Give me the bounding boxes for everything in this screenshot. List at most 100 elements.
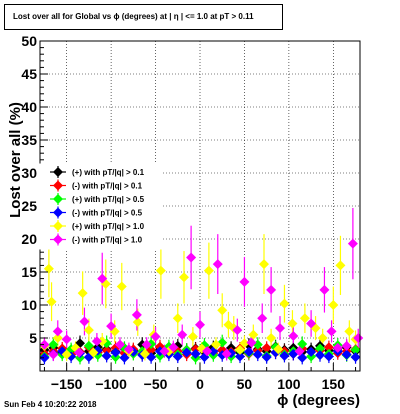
data-point xyxy=(239,338,250,349)
x-axis-title: ϕ (degrees) xyxy=(277,392,360,409)
x-tick-label: 0 xyxy=(196,376,204,392)
legend-marker xyxy=(53,234,63,245)
data-point xyxy=(315,343,325,354)
data-point xyxy=(246,337,257,348)
data-point xyxy=(115,339,125,350)
data-point xyxy=(335,260,346,271)
data-point xyxy=(97,336,108,347)
data-point xyxy=(74,347,85,358)
data-point xyxy=(350,352,361,363)
data-point xyxy=(141,339,152,350)
data-point xyxy=(235,344,245,355)
data-point xyxy=(252,349,263,360)
data-point xyxy=(279,298,290,309)
data-point xyxy=(172,313,183,324)
data-point xyxy=(273,344,284,355)
y-tick-label: 40 xyxy=(21,99,37,115)
data-point xyxy=(177,329,188,340)
data-point xyxy=(275,323,285,334)
legend-entry: (+) with pT/|q| > 0.1 xyxy=(72,168,145,177)
data-point xyxy=(328,300,339,310)
data-point xyxy=(347,238,358,249)
data-point xyxy=(266,333,277,343)
axes: 5 10 15 20 25 30 35 40 45 50 −150 −100 −50 0 50 100 150 xyxy=(21,33,357,392)
data-point xyxy=(79,316,90,327)
data-point xyxy=(202,346,213,357)
y-tick-label: 25 xyxy=(21,198,37,214)
data-point xyxy=(235,351,245,362)
data-point xyxy=(181,347,192,358)
legend-entry: (-) with pT/|q| > 1.0 xyxy=(72,236,143,245)
timestamp: Sun Feb 4 10:20:22 2018 xyxy=(4,400,97,409)
legend-entry: (+) with pT/|q| > 0.5 xyxy=(72,195,145,204)
data-point xyxy=(52,326,63,337)
y-tick-label: 15 xyxy=(21,264,37,280)
data-point xyxy=(319,284,330,295)
data-point xyxy=(341,340,352,351)
data-point xyxy=(221,348,232,359)
x-tick-label: −100 xyxy=(95,376,127,392)
data-point xyxy=(326,326,337,337)
y-axis-title: Lost over all (%) xyxy=(7,102,24,218)
data-point xyxy=(332,342,343,353)
data-point xyxy=(61,349,72,360)
data-point xyxy=(317,333,328,343)
data-point xyxy=(179,272,189,283)
data-markers xyxy=(39,238,364,363)
data-point xyxy=(353,333,364,343)
data-point xyxy=(88,347,99,358)
x-tick-label: 100 xyxy=(277,376,301,392)
x-tick-label: 50 xyxy=(237,376,253,392)
legend-entry: (-) with pT/|q| > 0.1 xyxy=(72,182,143,191)
data-point xyxy=(232,325,243,336)
data-point xyxy=(48,349,59,360)
data-point xyxy=(287,318,298,329)
data-point xyxy=(155,265,166,276)
y-tick-label: 45 xyxy=(21,66,37,82)
data-point xyxy=(323,342,334,353)
data-point xyxy=(259,259,269,270)
data-point xyxy=(77,288,88,299)
data-point xyxy=(123,344,134,355)
data-point xyxy=(159,346,170,357)
data-point xyxy=(110,347,121,358)
data-point xyxy=(97,273,108,284)
data-point xyxy=(48,339,59,350)
y-tick-label: 10 xyxy=(21,297,37,313)
legend-box xyxy=(39,163,163,250)
chart-title: Lost over all for Global vs ϕ (degrees) … xyxy=(4,4,283,30)
data-point xyxy=(106,321,117,332)
data-point xyxy=(172,351,183,362)
data-point xyxy=(323,351,334,362)
data-point xyxy=(350,344,361,355)
data-point xyxy=(217,305,228,316)
data-point xyxy=(315,350,325,361)
data-point xyxy=(39,352,50,363)
data-point xyxy=(212,259,223,270)
legend-marker xyxy=(53,167,63,177)
data-point xyxy=(83,325,94,336)
data-point xyxy=(116,281,127,292)
legend-marker xyxy=(53,194,63,204)
data-point xyxy=(306,318,317,329)
data-point xyxy=(306,346,317,357)
data-point xyxy=(43,263,54,274)
x-tick-label: −150 xyxy=(51,376,83,392)
y-tick-label: 5 xyxy=(29,330,37,346)
data-point xyxy=(150,331,161,342)
data-point xyxy=(261,352,272,363)
x-tick-label: −50 xyxy=(144,376,168,392)
data-point xyxy=(211,339,221,350)
legend-marker xyxy=(53,207,63,218)
data-point xyxy=(168,342,179,353)
legend-marker xyxy=(53,221,63,231)
data-point xyxy=(279,350,290,361)
data-point xyxy=(132,317,143,328)
data-point xyxy=(195,319,205,330)
data-point xyxy=(101,350,112,361)
data-point xyxy=(294,346,305,357)
data-point xyxy=(91,336,102,347)
data-point xyxy=(257,313,268,324)
y-tick-label: 20 xyxy=(21,231,37,247)
data-point xyxy=(52,333,63,343)
